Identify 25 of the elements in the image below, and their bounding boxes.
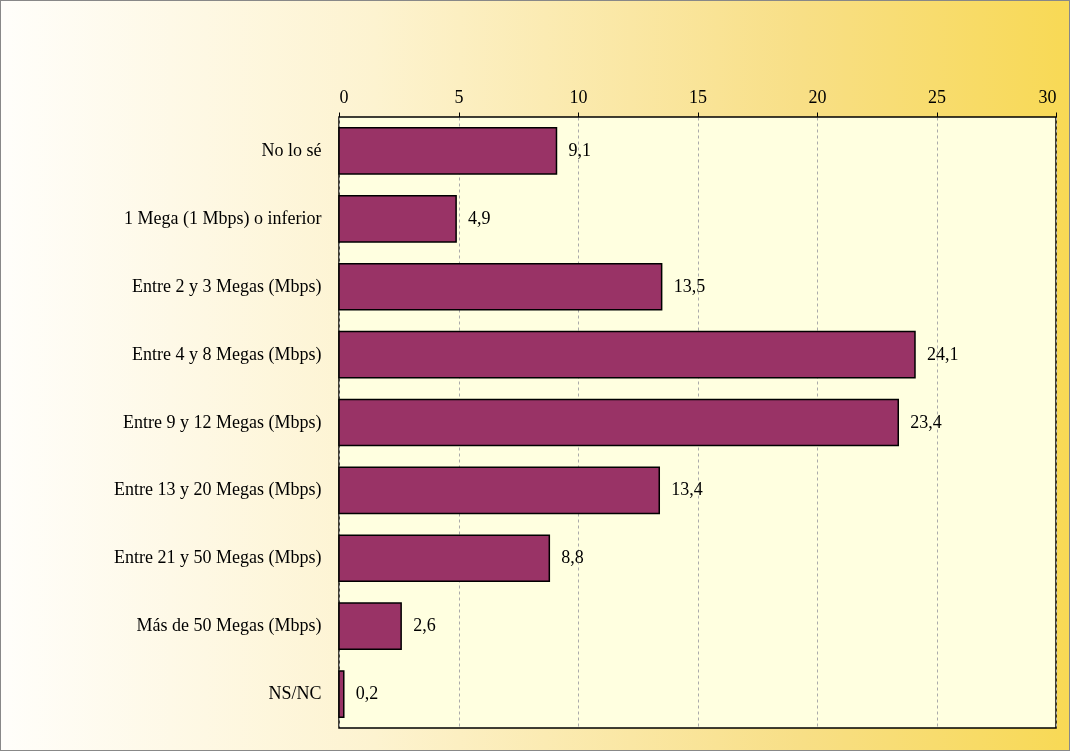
data-label: 8,8: [561, 547, 584, 568]
data-label: 4,9: [468, 207, 491, 228]
y-tick-label: Entre 4 y 8 Megas (Mbps): [132, 343, 322, 365]
data-label: 24,1: [926, 343, 959, 364]
y-tick-label: NS/NC: [268, 683, 322, 704]
data-label: 13,5: [673, 275, 706, 296]
y-tick-label: Entre 21 y 50 Megas (Mbps): [114, 547, 322, 569]
x-tick-label: 25: [928, 86, 946, 107]
y-tick-label: Entre 9 y 12 Megas (Mbps): [123, 411, 322, 433]
y-tick-label: Entre 2 y 3 Megas (Mbps): [132, 275, 322, 297]
x-tick-label: 5: [454, 86, 464, 107]
data-label: 9,1: [568, 139, 591, 160]
x-tick-label: 30: [1038, 86, 1057, 107]
y-tick-label: Entre 13 y 20 Megas (Mbps): [114, 479, 322, 501]
data-label: 23,4: [910, 411, 942, 432]
x-tick-label: 0: [339, 86, 349, 107]
x-tick-label: 20: [808, 86, 827, 107]
data-label: 13,4: [671, 479, 703, 500]
y-tick-label: 1 Mega (1 Mbps) o inferior: [124, 207, 322, 229]
y-tick-label: Más de 50 Megas (Mbps): [136, 615, 322, 637]
x-tick-label: 10: [569, 86, 588, 107]
x-tick-label: 15: [689, 86, 707, 107]
data-label: 2,6: [413, 615, 436, 636]
y-tick-label: No lo sé: [261, 139, 322, 160]
data-label: 0,2: [355, 683, 379, 704]
